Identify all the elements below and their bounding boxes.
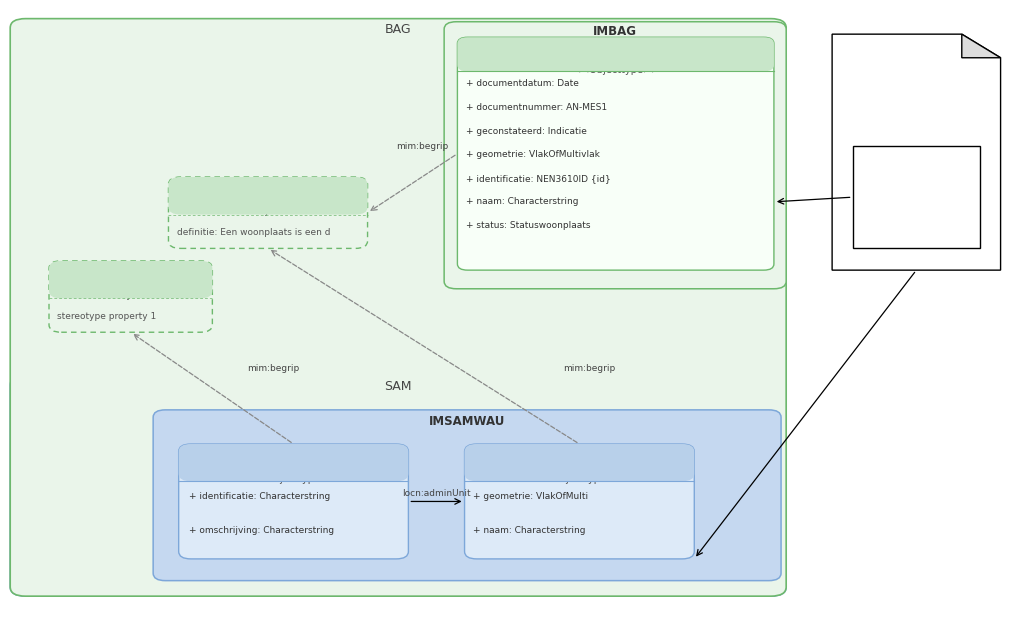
Bar xyxy=(853,146,980,248)
FancyBboxPatch shape xyxy=(179,444,408,559)
FancyBboxPatch shape xyxy=(168,177,368,215)
Text: IMSAMWAU: IMSAMWAU xyxy=(429,415,505,427)
FancyBboxPatch shape xyxy=(10,376,786,596)
Text: + documentnummer: AN-MES1: + documentnummer: AN-MES1 xyxy=(466,103,606,112)
FancyBboxPatch shape xyxy=(49,261,212,298)
Text: + omschrijving: Characterstring: + omschrijving: Characterstring xyxy=(189,527,334,535)
Text: + geconstateerd: Indicatie: + geconstateerd: Indicatie xyxy=(466,127,586,135)
FancyBboxPatch shape xyxy=(444,22,786,289)
Text: + naam: Characterstring: + naam: Characterstring xyxy=(473,527,585,535)
Text: <<Objecttype>>: <<Objecttype>> xyxy=(536,474,623,484)
Text: <<object>>: <<object>> xyxy=(99,290,162,300)
Text: + status: Statuswoonplaats: + status: Statuswoonplaats xyxy=(466,221,590,230)
FancyBboxPatch shape xyxy=(457,37,774,270)
Text: Adres: Adres xyxy=(279,461,308,471)
FancyBboxPatch shape xyxy=(465,444,694,559)
Text: Mapping document: Mapping document xyxy=(856,48,957,58)
FancyBboxPatch shape xyxy=(457,37,774,71)
Text: mim:begrip: mim:begrip xyxy=(247,364,299,373)
Text: mim:begrip: mim:begrip xyxy=(564,364,616,373)
Text: Woonplaats: Woonplaats xyxy=(238,194,298,204)
FancyBboxPatch shape xyxy=(168,177,368,248)
FancyBboxPatch shape xyxy=(465,444,694,481)
Text: mim:begrip: mim:begrip xyxy=(396,142,449,151)
Text: definitie: Een woonplaats is een d: definitie: Een woonplaats is een d xyxy=(177,229,330,237)
Polygon shape xyxy=(832,34,1001,270)
Text: <<Objecttype>>: <<Objecttype>> xyxy=(250,474,337,484)
Text: + geometrie: VlakOfMultivlak: + geometrie: VlakOfMultivlak xyxy=(466,150,599,159)
Text: + identificatie: NEN3610ID {id}: + identificatie: NEN3610ID {id} xyxy=(466,174,611,183)
FancyBboxPatch shape xyxy=(49,261,212,332)
Text: BAG: BAG xyxy=(385,24,411,36)
FancyBboxPatch shape xyxy=(10,19,786,596)
Text: + identificatie: Characterstring: + identificatie: Characterstring xyxy=(189,492,330,501)
Text: + documentdatum: Date: + documentdatum: Date xyxy=(466,79,579,88)
FancyBboxPatch shape xyxy=(179,444,408,481)
Text: <<object>>: <<object>> xyxy=(237,206,299,216)
Text: + geometrie: VlakOfMulti: + geometrie: VlakOfMulti xyxy=(473,492,588,501)
Text: <<Objecttype>>: <<Objecttype>> xyxy=(573,65,659,75)
Text: IMBAG: IMBAG xyxy=(593,25,637,38)
Text: stereotype property 1: stereotype property 1 xyxy=(57,312,156,321)
Text: Adres: Adres xyxy=(115,278,146,288)
FancyBboxPatch shape xyxy=(153,410,781,581)
Text: Woonplaats: Woonplaats xyxy=(549,461,610,471)
Text: SAM: SAM xyxy=(385,381,411,393)
Polygon shape xyxy=(962,34,1001,58)
Text: Woonplaats: Woonplaats xyxy=(585,53,646,63)
Text: locn:adminUnit: locn:adminUnit xyxy=(402,489,471,498)
Text: + naam: Characterstring: + naam: Characterstring xyxy=(466,197,578,206)
Text: Mappingrule: Mappingrule xyxy=(881,192,952,202)
